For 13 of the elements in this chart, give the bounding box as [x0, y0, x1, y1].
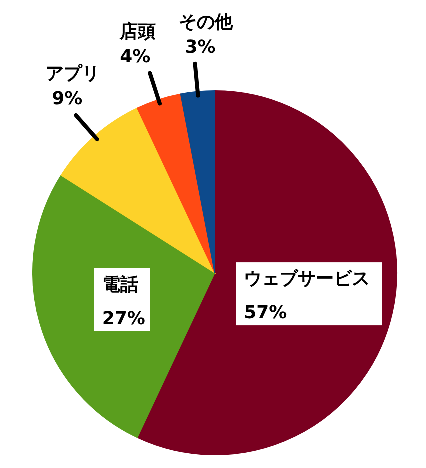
slice-label: 店頭: [119, 21, 156, 42]
slice-label: アプリ: [46, 63, 100, 84]
slice-label: 電話: [102, 274, 138, 296]
slice-label: ウェブサービス: [244, 268, 370, 290]
data-label: 27%: [102, 308, 146, 330]
pie-slice: [60, 108, 216, 274]
slice-label: その他: [179, 12, 234, 33]
data-label: 4%: [120, 46, 151, 68]
data-label: 57%: [244, 302, 288, 324]
pie-slice: [137, 94, 216, 274]
data-label: 9%: [52, 88, 83, 110]
pie-slice: [180, 90, 216, 274]
data-label: 3%: [185, 36, 216, 58]
